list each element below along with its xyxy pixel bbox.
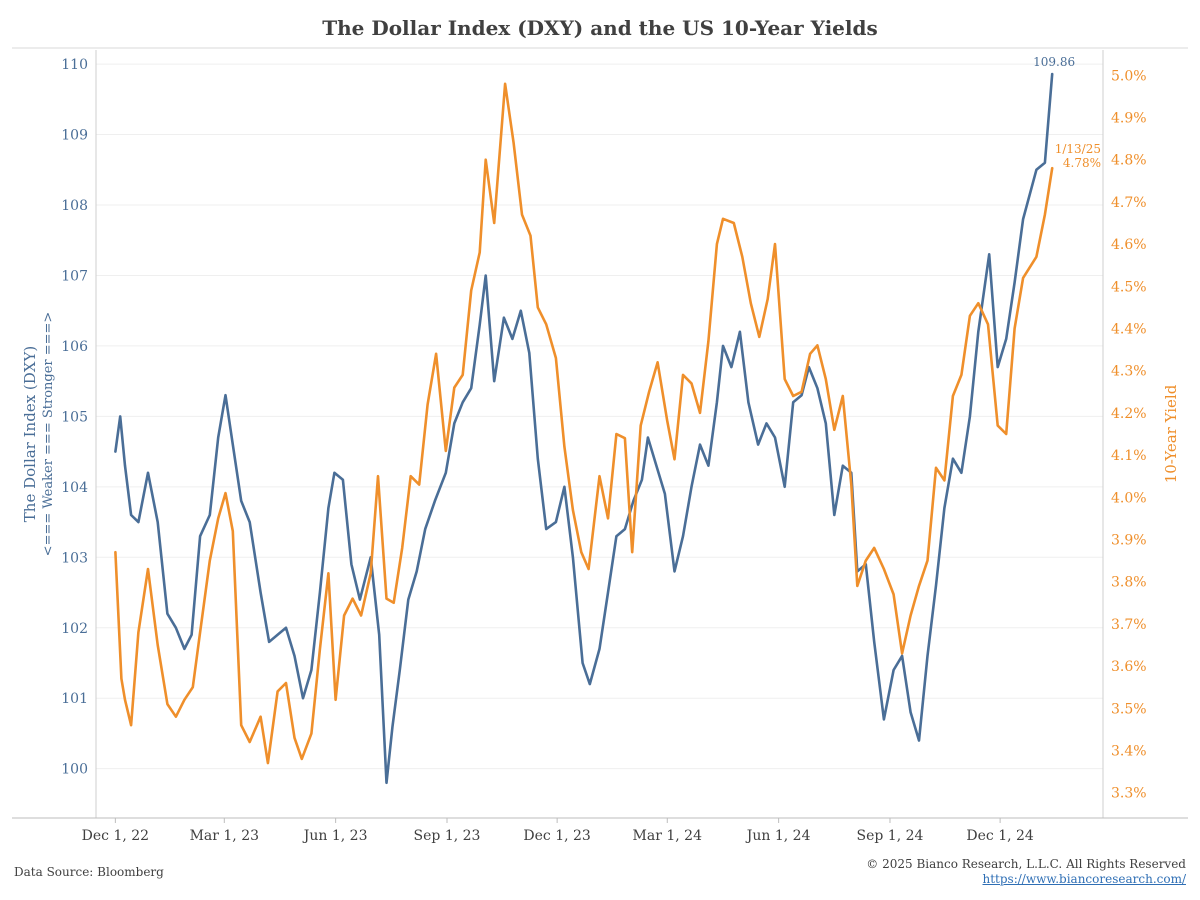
right-tick-label: 5.0% xyxy=(1111,68,1147,84)
right-tick-label: 4.6% xyxy=(1111,237,1147,253)
left-tick-label: 106 xyxy=(61,339,88,355)
left-tick-label: 110 xyxy=(61,57,88,73)
right-axis-title: 10-Year Yield xyxy=(1162,384,1180,483)
left-tick-label: 101 xyxy=(61,691,88,707)
x-tick-label: Sep 1, 23 xyxy=(414,828,481,844)
x-tick-label: Jun 1, 23 xyxy=(302,828,368,844)
left-tick-label: 102 xyxy=(61,621,88,637)
right-tick-label: 4.0% xyxy=(1111,490,1147,506)
left-axis-subtitle: <=== Weaker === Stronger ===> xyxy=(41,312,56,557)
gridlines xyxy=(96,63,1103,770)
yield-last-value: 4.78% xyxy=(1063,156,1101,170)
right-tick-label: 3.8% xyxy=(1111,575,1147,591)
footer-credits: © 2025 Bianco Research, L.L.C. All Right… xyxy=(866,857,1186,887)
right-tick-label: 4.3% xyxy=(1111,364,1147,380)
right-tick-label: 3.9% xyxy=(1111,532,1147,548)
data-source: Data Source: Bloomberg xyxy=(14,865,164,879)
left-tick-label: 103 xyxy=(61,550,88,566)
left-tick-label: 104 xyxy=(61,480,88,496)
right-tick-label: 4.1% xyxy=(1111,448,1147,464)
axis-labels: The Dollar Index (DXY) <=== Weaker === St… xyxy=(21,312,1180,557)
right-tick-label: 4.8% xyxy=(1111,153,1147,169)
left-tick-label: 105 xyxy=(61,409,88,425)
dxy-series-line xyxy=(114,72,1054,785)
right-tick-label: 4.9% xyxy=(1111,111,1147,127)
yield-last-date: 1/13/25 xyxy=(1055,142,1101,156)
left-tick-label: 108 xyxy=(61,198,88,214)
x-tick-label: Mar 1, 23 xyxy=(190,828,259,844)
series-lines xyxy=(114,72,1054,785)
x-tick-label: Dec 1, 24 xyxy=(966,828,1034,844)
left-tick-label: 109 xyxy=(61,128,88,144)
website-link[interactable]: https://www.biancoresearch.com/ xyxy=(982,872,1186,886)
dxy-last-value: 109.86 xyxy=(1033,55,1075,69)
right-tick-label: 4.4% xyxy=(1111,322,1147,338)
annotations: 109.86 1/13/254.78% xyxy=(1033,55,1101,170)
right-tick-label: 4.7% xyxy=(1111,195,1147,211)
right-axis-ticks: 5.0% 4.9% 4.8% 4.7% 4.6% 4.5% 4.4% 4.3% 4.2% 4.1%… xyxy=(1111,68,1147,801)
left-axis-ticks: 110 109 108 107 106 105 104 103 102 101 100 xyxy=(61,57,88,778)
right-tick-label: 3.6% xyxy=(1111,659,1147,675)
right-tick-label: 3.7% xyxy=(1111,617,1147,633)
x-axis-ticks: Dec 1, 22 Mar 1, 23 Jun 1, 23 Sep 1, 23 Dec … xyxy=(82,818,1034,844)
axes xyxy=(12,47,1188,819)
x-tick-label: Dec 1, 23 xyxy=(523,828,590,844)
copyright: © 2025 Bianco Research, L.L.C. All Right… xyxy=(866,857,1186,871)
yield-series-line xyxy=(114,82,1054,765)
x-tick-label: Dec 1, 22 xyxy=(82,828,149,844)
right-tick-label: 3.4% xyxy=(1111,743,1147,759)
left-axis-title: The Dollar Index (DXY) xyxy=(21,346,39,522)
x-tick-label: Jun 1, 24 xyxy=(745,828,811,844)
chart-title: The Dollar Index (DXY) and the US 10-Yea… xyxy=(322,16,878,40)
right-tick-label: 3.5% xyxy=(1111,701,1147,717)
left-tick-label: 100 xyxy=(61,762,88,778)
right-tick-label: 4.2% xyxy=(1111,406,1147,422)
left-tick-label: 107 xyxy=(61,268,88,284)
right-tick-label: 4.5% xyxy=(1111,279,1147,295)
right-tick-label: 3.3% xyxy=(1111,786,1147,802)
x-tick-label: Sep 1, 24 xyxy=(857,828,924,844)
x-tick-label: Mar 1, 24 xyxy=(633,828,703,844)
